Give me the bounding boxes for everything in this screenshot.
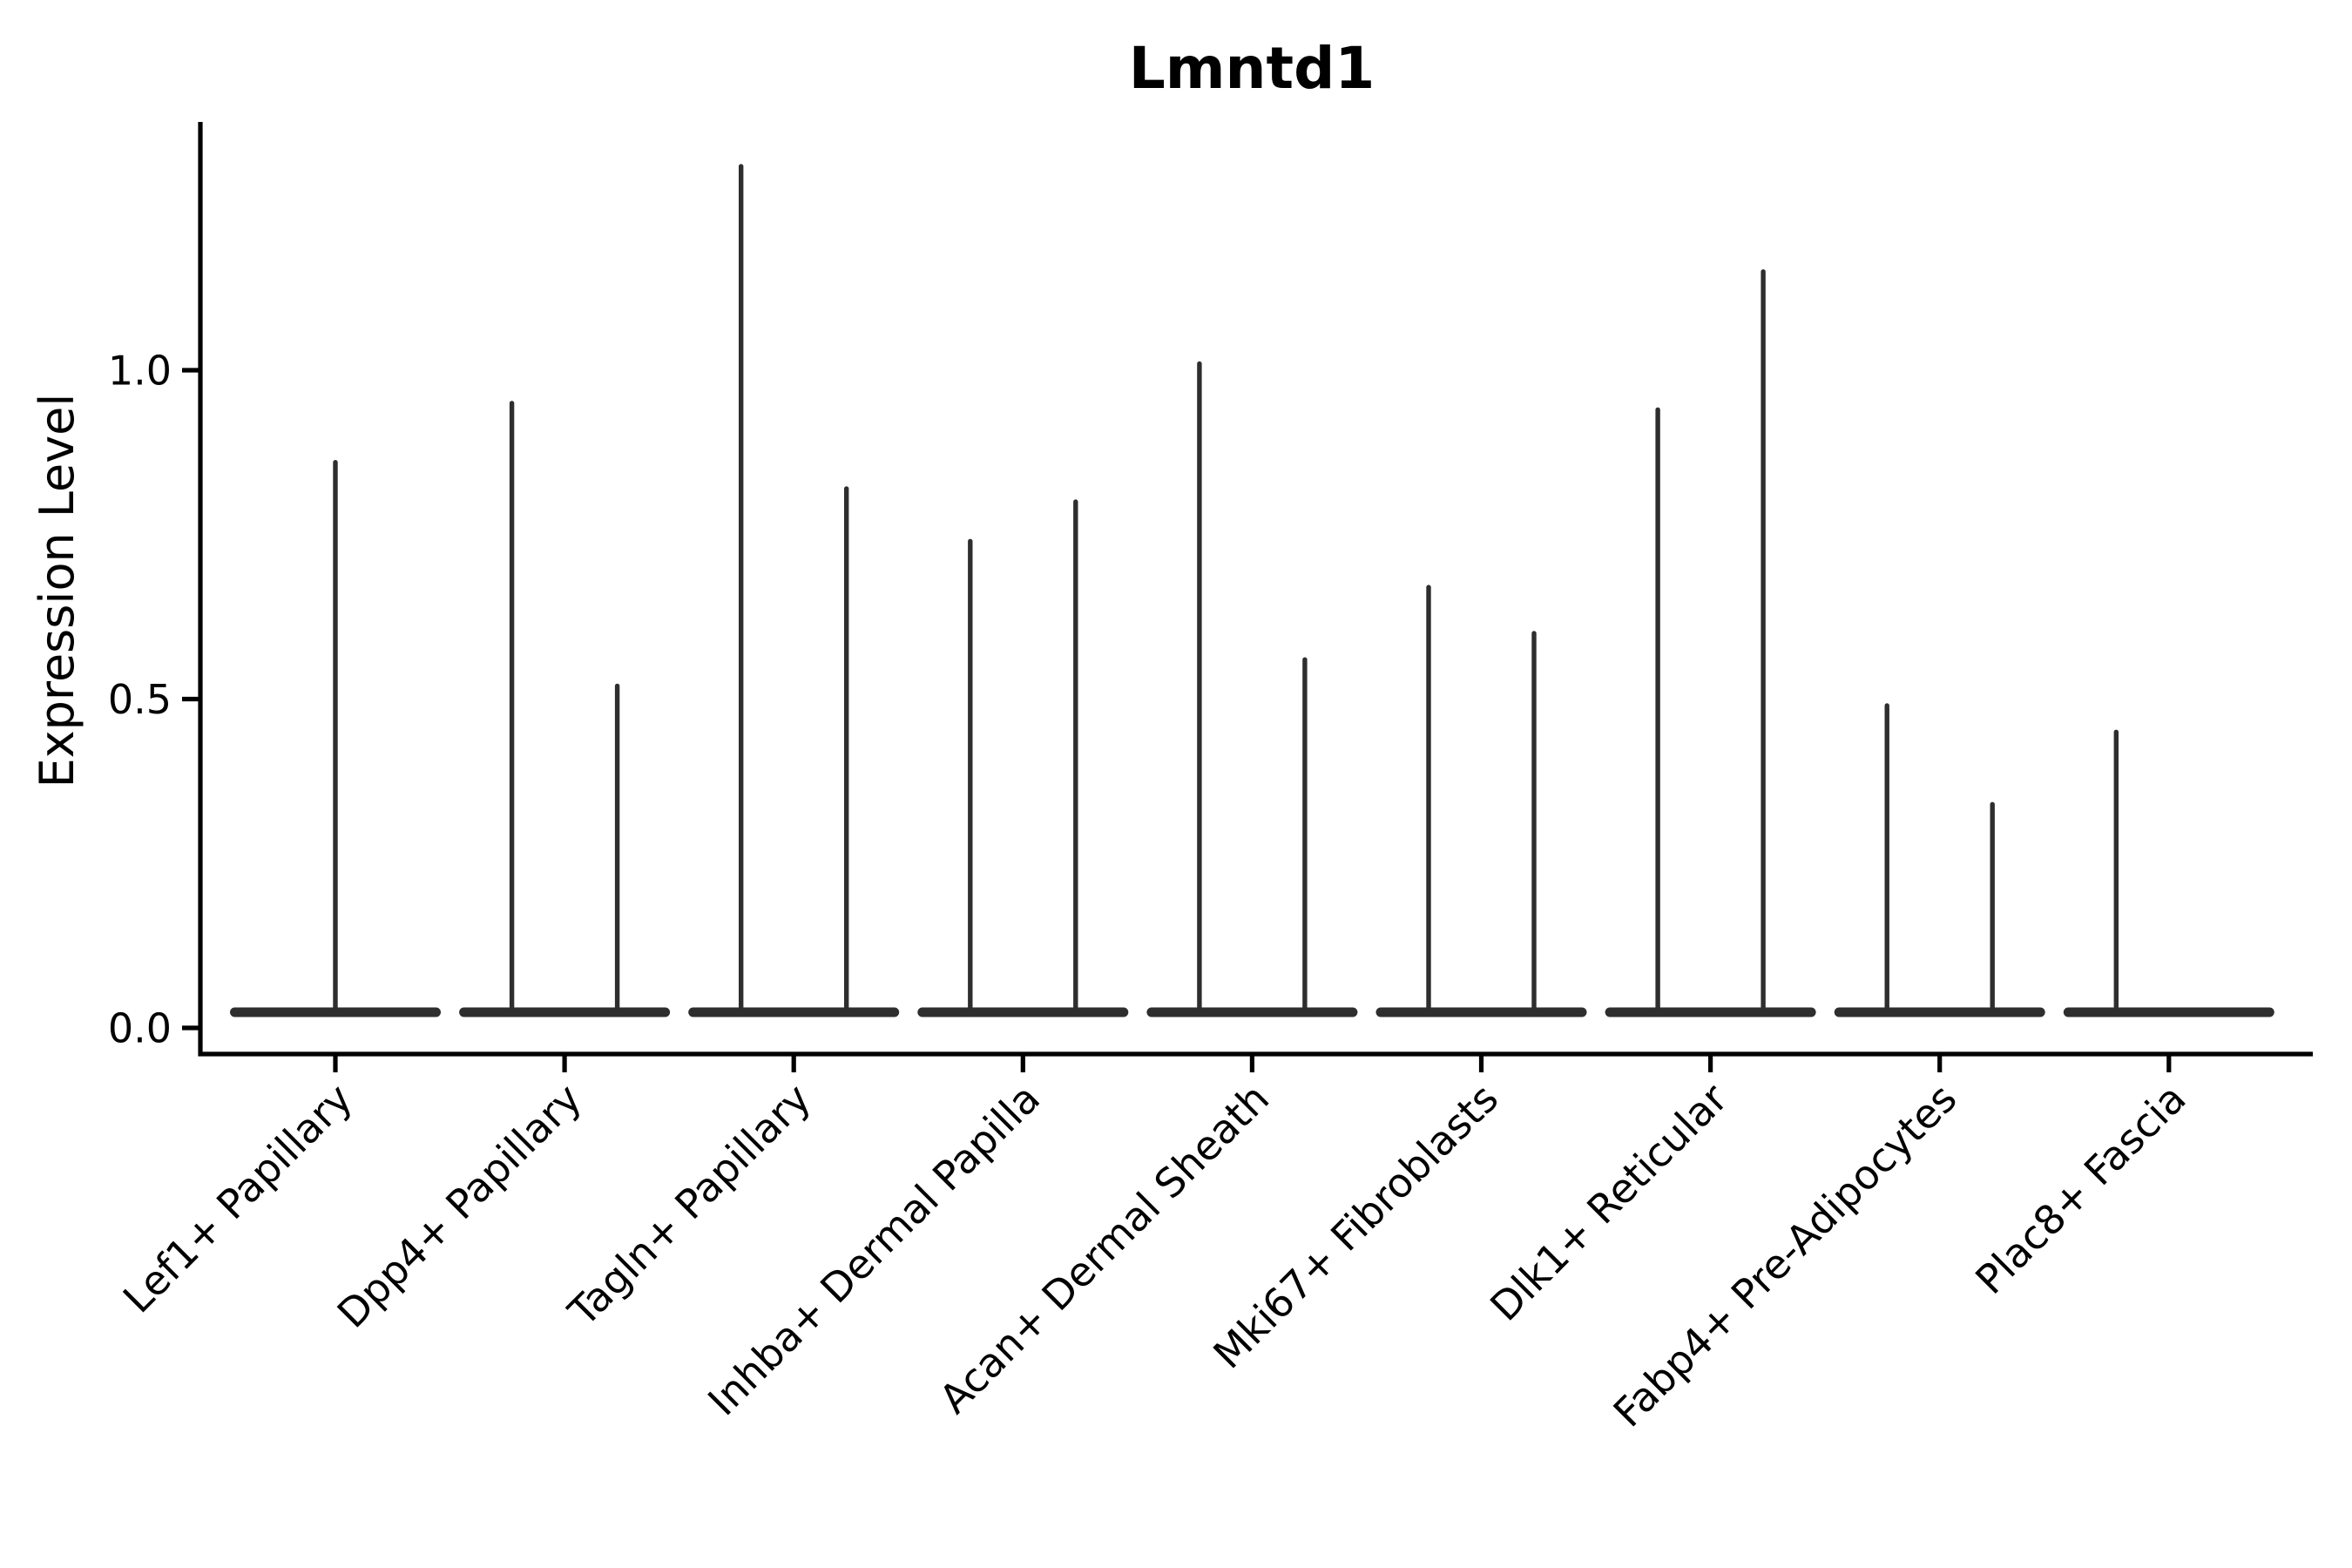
violin-base [1146,1007,1358,1017]
violin-base [1834,1007,2045,1017]
axes-spines [198,122,2313,1057]
violin-group [917,499,1129,1017]
x-tick-label: Tagln+ Papillary [558,1075,820,1336]
violin-base [688,1007,900,1017]
y-tick-label: 1.0 [108,348,172,395]
violin-group [688,164,900,1017]
x-tick-label: Plac8+ Fascia [1966,1075,2194,1303]
violin-group [1375,585,1587,1017]
y-axis-label: Expression Level [30,394,84,788]
violin-base [2063,1007,2274,1017]
violin-group [2063,729,2274,1017]
violin-base [1375,1007,1587,1017]
axes-layer [198,122,2313,1057]
x-tick-label: Lef1+ Papillary [114,1075,362,1322]
violin-group [1146,361,1358,1017]
violin-group [459,401,671,1017]
y-tick-label: 0.5 [108,676,172,723]
violin-group [230,460,441,1017]
x-tick-label: Dpp4+ Papillary [328,1075,591,1337]
violin-group [1605,269,1816,1017]
plot-title: Lmntd1 [1129,35,1375,102]
x-tick-label: Dlk1+ Reticular [1481,1075,1736,1330]
violin-group [1834,703,2045,1017]
y-tick-label: 0.0 [108,1005,172,1052]
violin-base [1605,1007,1816,1017]
violin-base [459,1007,671,1017]
violin-base [917,1007,1129,1017]
violins-layer [230,164,2274,1017]
